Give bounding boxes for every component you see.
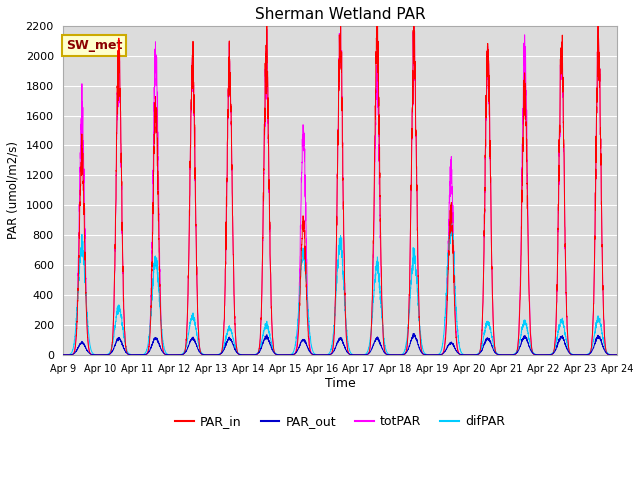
PAR_out (613, 352, 621, 358)
difPAR (613, 352, 621, 358)
Legend: PAR_in, PAR_out, totPAR, difPAR: PAR_in, PAR_out, totPAR, difPAR (170, 410, 510, 433)
difPAR (434, 352, 442, 358)
Text: SW_met: SW_met (66, 39, 123, 52)
difPAR (60, 352, 67, 358)
Title: Sherman Wetland PAR: Sherman Wetland PAR (255, 7, 426, 22)
difPAR (319, 352, 327, 358)
totPAR (60, 352, 67, 358)
PAR_out (159, 349, 167, 355)
PAR_in (613, 352, 621, 358)
PAR_out (410, 331, 417, 336)
PAR_out (60, 352, 67, 358)
PAR_in (319, 352, 327, 358)
PAR_out (496, 352, 504, 358)
PAR_in (496, 352, 504, 358)
PAR_in (612, 352, 620, 358)
Line: totPAR: totPAR (63, 20, 617, 355)
Y-axis label: PAR (umol/m2/s): PAR (umol/m2/s) (7, 141, 20, 240)
difPAR (612, 352, 620, 358)
totPAR (465, 352, 472, 358)
totPAR (159, 346, 167, 351)
PAR_in (465, 352, 472, 358)
difPAR (496, 352, 504, 358)
difPAR (465, 352, 472, 358)
totPAR (496, 352, 504, 358)
PAR_in (60, 352, 67, 358)
PAR_out (612, 352, 620, 358)
PAR_in (434, 352, 442, 358)
X-axis label: Time: Time (324, 377, 356, 390)
PAR_in (374, 8, 381, 13)
Line: difPAR: difPAR (63, 216, 617, 355)
totPAR (434, 352, 442, 358)
totPAR (337, 17, 344, 23)
PAR_out (319, 352, 327, 358)
PAR_out (465, 352, 472, 358)
PAR_out (434, 352, 442, 358)
Line: PAR_in: PAR_in (63, 11, 617, 355)
Line: PAR_out: PAR_out (63, 334, 617, 355)
PAR_in (159, 347, 167, 353)
difPAR (159, 338, 167, 344)
difPAR (447, 213, 455, 218)
totPAR (613, 352, 621, 358)
totPAR (319, 352, 327, 358)
totPAR (612, 352, 620, 358)
